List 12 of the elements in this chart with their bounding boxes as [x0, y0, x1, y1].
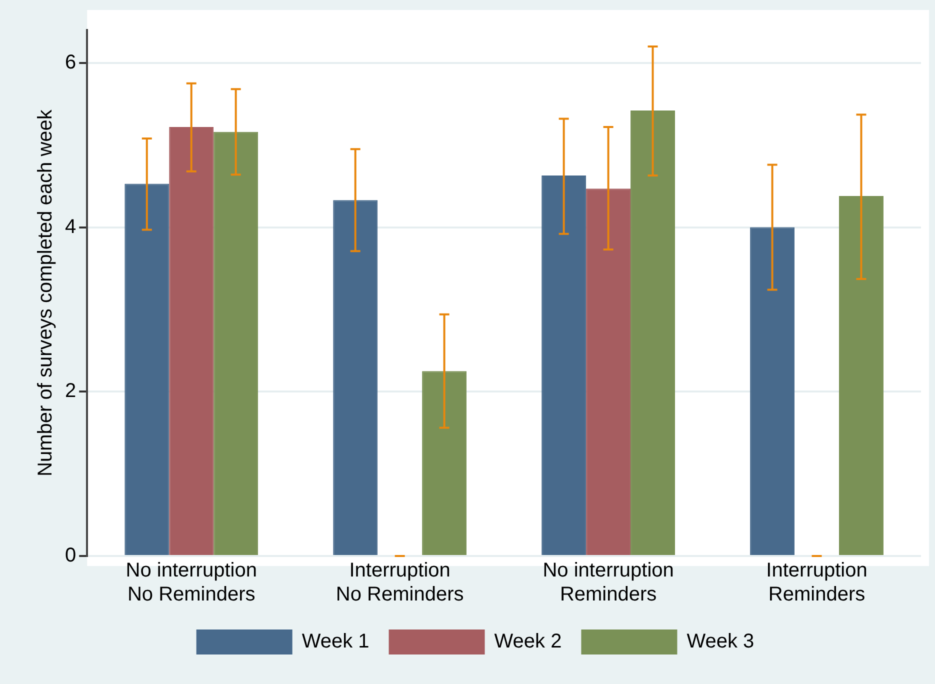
x-tick-label: No interruption Reminders [542, 560, 674, 606]
legend-label: Week 2 [494, 630, 562, 653]
legend-label: Week 3 [686, 630, 754, 653]
y-tick-label: 2 [65, 380, 76, 402]
y-axis-title: Number of surveys completed each week [34, 108, 57, 476]
x-tick-label: Interruption Reminders [766, 560, 868, 606]
legend-label: Week 1 [302, 630, 370, 653]
x-tick-label: Interruption No Reminders [336, 560, 464, 606]
y-tick-label: 4 [65, 216, 76, 238]
y-tick-label: 0 [65, 544, 76, 567]
x-tick-label: No interruption No Reminders [126, 560, 257, 606]
y-tick-label: 6 [65, 51, 76, 74]
